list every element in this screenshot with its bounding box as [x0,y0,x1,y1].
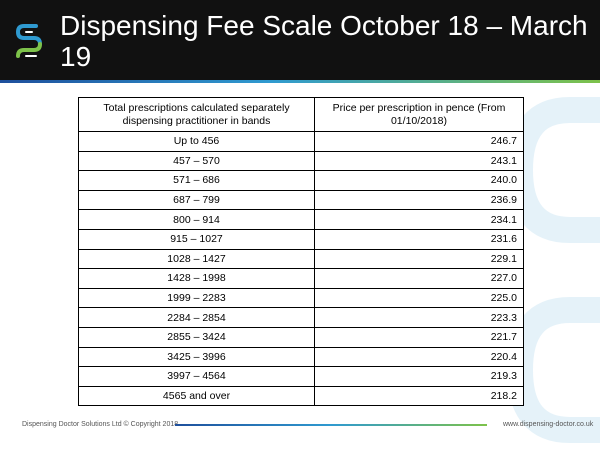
band-cell: 457 – 570 [78,150,315,172]
band-cell: 1999 – 2283 [78,287,315,309]
header-accent-line [0,80,600,83]
table-row: 2855 – 3424 221.7 [78,326,524,348]
price-cell: 236.9 [314,189,524,211]
price-cell: 221.7 [314,326,524,348]
band-cell: Up to 456 [78,131,315,152]
table-row: 915 – 1027 231.6 [78,228,524,250]
table-row: 1428 – 1998 227.0 [78,268,524,289]
table-row: 3997 – 4564 219.3 [78,366,524,387]
band-cell: 2284 – 2854 [78,307,315,328]
table-row: 1028 – 1427 229.1 [78,248,524,270]
band-cell: 800 – 914 [78,209,315,230]
price-cell: 225.0 [314,287,524,309]
dds-watermark-icon [506,97,600,443]
slide-header [0,0,600,80]
price-cell: 246.7 [314,131,524,152]
price-cell: 220.4 [314,346,524,368]
price-cell: 218.2 [314,385,524,407]
band-cell: 915 – 1027 [78,228,315,250]
column-header-price: Price per prescription in pence (From 01… [314,97,524,132]
footer-copyright: Dispensing Doctor Solutions Ltd © Copyri… [22,421,179,428]
table-header-row: Total prescriptions calculated separatel… [78,97,524,132]
footer-accent-line [175,424,487,426]
table-row: 800 – 914 234.1 [78,209,524,230]
footer-website: www.dispensing-doctor.co.uk [503,421,594,428]
table-row: 4565 and over 218.2 [78,385,524,407]
band-cell: 1428 – 1998 [78,268,315,289]
price-cell: 231.6 [314,228,524,250]
price-cell: 227.0 [314,268,524,289]
table-row: Up to 456 246.7 [78,131,524,152]
price-cell: 219.3 [314,366,524,387]
slide-title: Dispensing Fee Scale October 18 – March … [60,10,588,72]
band-cell: 2855 – 3424 [78,326,315,348]
table-row: 687 – 799 236.9 [78,189,524,211]
dds-logo-icon [15,24,42,58]
price-cell: 240.0 [314,170,524,191]
column-header-band: Total prescriptions calculated separatel… [78,97,315,132]
band-cell: 687 – 799 [78,189,315,211]
price-cell: 229.1 [314,248,524,270]
table-row: 3425 – 3996 220.4 [78,346,524,368]
price-cell: 234.1 [314,209,524,230]
price-cell: 243.1 [314,150,524,172]
dispensing-fee-table: Total prescriptions calculated separatel… [78,97,524,407]
band-cell: 4565 and over [78,385,315,407]
band-cell: 571 – 686 [78,170,315,191]
table-row: 571 – 686 240.0 [78,170,524,191]
table-row: 457 – 570 243.1 [78,150,524,172]
price-cell: 223.3 [314,307,524,328]
band-cell: 3425 – 3996 [78,346,315,368]
table-row: 1999 – 2283 225.0 [78,287,524,309]
table-row: 2284 – 2854 223.3 [78,307,524,328]
band-cell: 1028 – 1427 [78,248,315,270]
band-cell: 3997 – 4564 [78,366,315,387]
